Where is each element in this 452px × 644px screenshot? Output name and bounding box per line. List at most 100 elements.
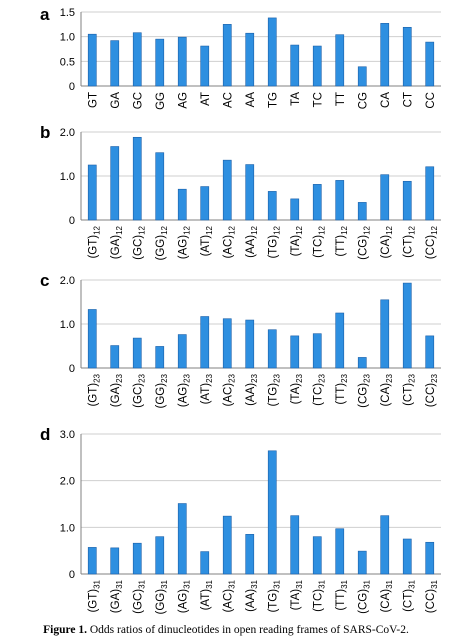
x-tick-label: (TA)31: [290, 579, 304, 610]
chart-a: 0 0.5 1.0 1.5 GT GA GC GG AG AT AC AA TG TA TC TT CG CA CT…: [60, 7, 441, 110]
x-tick-label: (AC)12: [222, 225, 236, 258]
bar: [267, 17, 277, 87]
x-tick-label: GC: [132, 92, 144, 109]
x-tick-label: (GC)12: [132, 225, 146, 259]
bar: [335, 180, 345, 221]
y-tick-label: 0: [69, 215, 75, 227]
bar: [200, 551, 210, 575]
x-tick-label: (TA)12: [290, 225, 304, 256]
x-tick-label: CA: [380, 92, 392, 108]
y-tick-label: 2.0: [60, 127, 75, 139]
bar: [87, 33, 97, 87]
y-tick-label: 1.0: [60, 32, 75, 44]
bar: [132, 136, 142, 221]
x-tick-label: (GG)23: [155, 373, 169, 408]
panel-a: a 0 0.5 1.0 1.5 GT GA GC GG AG AT AC AA TG TA TC TT CG CA…: [0, 6, 452, 121]
x-tick-label: (TA)23: [290, 373, 304, 404]
bar: [200, 316, 210, 369]
x-tick-label: (CA)31: [380, 579, 394, 612]
bar: [132, 337, 142, 369]
x-tick-label: (CC)23: [425, 373, 439, 407]
bar: [87, 547, 97, 575]
panel-d: d 0 1.0 2.0 3.0 (GT)31 (GA)31 (GC)31 (GG)31 (AG)…: [0, 426, 452, 620]
panel-letter: a: [40, 5, 50, 24]
x-tick-label: AG: [177, 92, 189, 109]
x-tick-label: (AT)12: [200, 225, 214, 256]
bar: [177, 36, 187, 87]
x-tick-label: (TC)23: [312, 373, 326, 405]
bar: [312, 333, 322, 369]
bar: [380, 23, 390, 87]
x-tick-label: TA: [290, 92, 302, 106]
bar: [222, 318, 232, 369]
bar: [155, 38, 165, 87]
bar: [177, 334, 187, 369]
x-tick-label: TT: [335, 92, 347, 106]
y-tick-label: 1.0: [60, 171, 75, 183]
x-tick-label: (TT)23: [335, 373, 349, 404]
y-tick-label: 1.0: [60, 319, 75, 331]
chart-b: 0 1.0 2.0 (GT)12 (GA)12 (GC)12 (GG)12 (AG)12 (AT…: [60, 127, 441, 260]
bar: [110, 40, 120, 87]
bar: [290, 335, 300, 369]
x-tick-label: (AG)31: [177, 579, 191, 613]
bar: [312, 45, 322, 87]
y-tick-label: 0: [69, 363, 75, 375]
x-tick-label: (CC)12: [425, 225, 439, 259]
bar: [87, 309, 97, 369]
bar: [155, 536, 165, 575]
x-tick-label: CC: [425, 92, 437, 109]
bar: [357, 550, 367, 575]
panel-letter: d: [40, 425, 51, 444]
bar: [245, 319, 255, 369]
x-tick-label: (GT)12: [87, 225, 101, 258]
bar: [222, 24, 232, 87]
x-tick-label: GG: [155, 92, 167, 110]
y-tick-label: 0.5: [60, 56, 75, 68]
x-tick-label: TC: [312, 92, 324, 107]
bar: [380, 174, 390, 221]
x-tick-label: (CT)31: [402, 579, 416, 611]
bar: [290, 198, 300, 221]
bar: [357, 357, 367, 369]
panel-c: c 0 1.0 2.0 (GT)23 (GA)23 (GC)23 (GG)23 (AG)23 (…: [0, 272, 452, 412]
x-tick-label: (CT)23: [402, 373, 416, 405]
x-tick-label: (AG)23: [177, 373, 191, 407]
bar: [357, 66, 367, 87]
x-tick-label: (AT)31: [200, 579, 214, 610]
x-tick-label: (GA)12: [110, 225, 124, 259]
chart-c: 0 1.0 2.0 (GT)23 (GA)23 (GC)23 (GG)23 (AG)23 (AT…: [60, 275, 441, 408]
bar: [335, 528, 345, 575]
x-tick-label: (GC)31: [132, 579, 146, 613]
bar: [132, 32, 142, 87]
bar: [222, 515, 232, 575]
bar: [290, 515, 300, 575]
bar: [177, 503, 187, 575]
bar: [425, 41, 435, 87]
x-tick-label: (GC)23: [132, 373, 146, 407]
x-tick-label: (TC)31: [312, 579, 326, 611]
bar: [155, 346, 165, 369]
bar: [87, 164, 97, 221]
bar: [425, 335, 435, 369]
bar: [110, 345, 120, 369]
bar: [155, 152, 165, 221]
figure-caption: Figure 1. Odds ratios of dinucleotides i…: [0, 624, 452, 636]
bar: [110, 146, 120, 221]
x-tick-label: (AC)23: [222, 373, 236, 406]
x-tick-label: GA: [110, 92, 122, 109]
x-tick-label: CG: [357, 92, 369, 109]
bar: [380, 299, 390, 369]
x-tick-label: (GA)31: [110, 579, 124, 613]
x-tick-label: (GA)23: [110, 373, 124, 407]
caption-label: Figure 1.: [43, 624, 87, 636]
bar: [380, 515, 390, 575]
bar: [267, 450, 277, 575]
bar: [222, 159, 232, 221]
bar: [335, 34, 345, 87]
bar: [245, 164, 255, 221]
bar: [177, 188, 187, 221]
bar: [312, 184, 322, 221]
bar: [200, 186, 210, 221]
